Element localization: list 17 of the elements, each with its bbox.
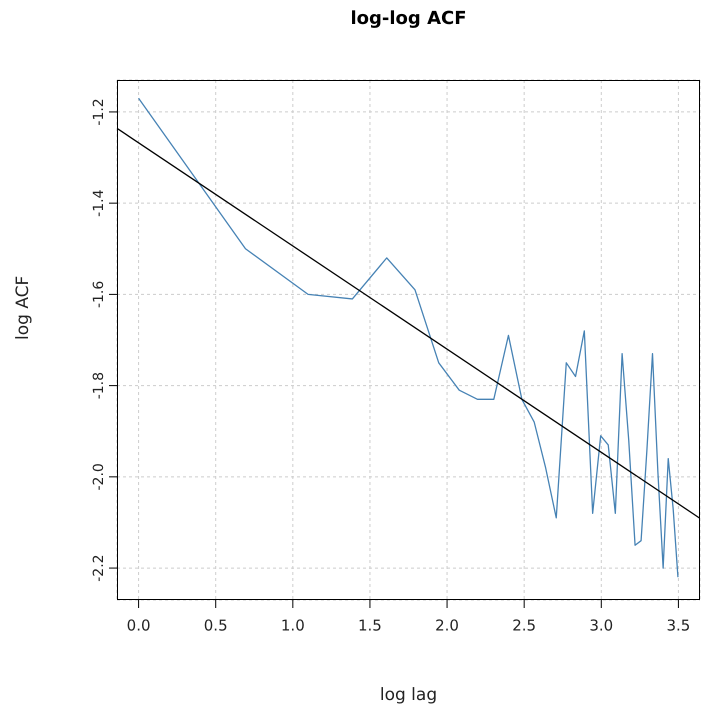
- chart-title: log-log ACF: [349, 8, 468, 29]
- x-tick-label: 2.0: [435, 616, 459, 635]
- y-tick-label: -1.6: [91, 280, 107, 308]
- x-tick-label: 1.0: [280, 616, 305, 635]
- y-tick-label: -1.2: [91, 98, 107, 126]
- y-tick-label: -2.2: [91, 554, 107, 582]
- x-tick-label: 3.0: [589, 616, 614, 635]
- x-tick-label: 0.0: [126, 616, 151, 635]
- x-tick-label: 1.5: [358, 616, 382, 635]
- x-tick-label: 2.5: [512, 616, 536, 635]
- y-tick-label: -2.0: [91, 463, 107, 491]
- x-tick-label: 3.5: [666, 616, 690, 635]
- y-tick-label: -1.4: [91, 189, 107, 217]
- y-tick-label: -1.8: [91, 372, 107, 400]
- y-axis-title: log ACF: [13, 276, 34, 340]
- x-tick-label: 0.5: [204, 616, 228, 635]
- x-axis-title: log lag: [380, 685, 438, 705]
